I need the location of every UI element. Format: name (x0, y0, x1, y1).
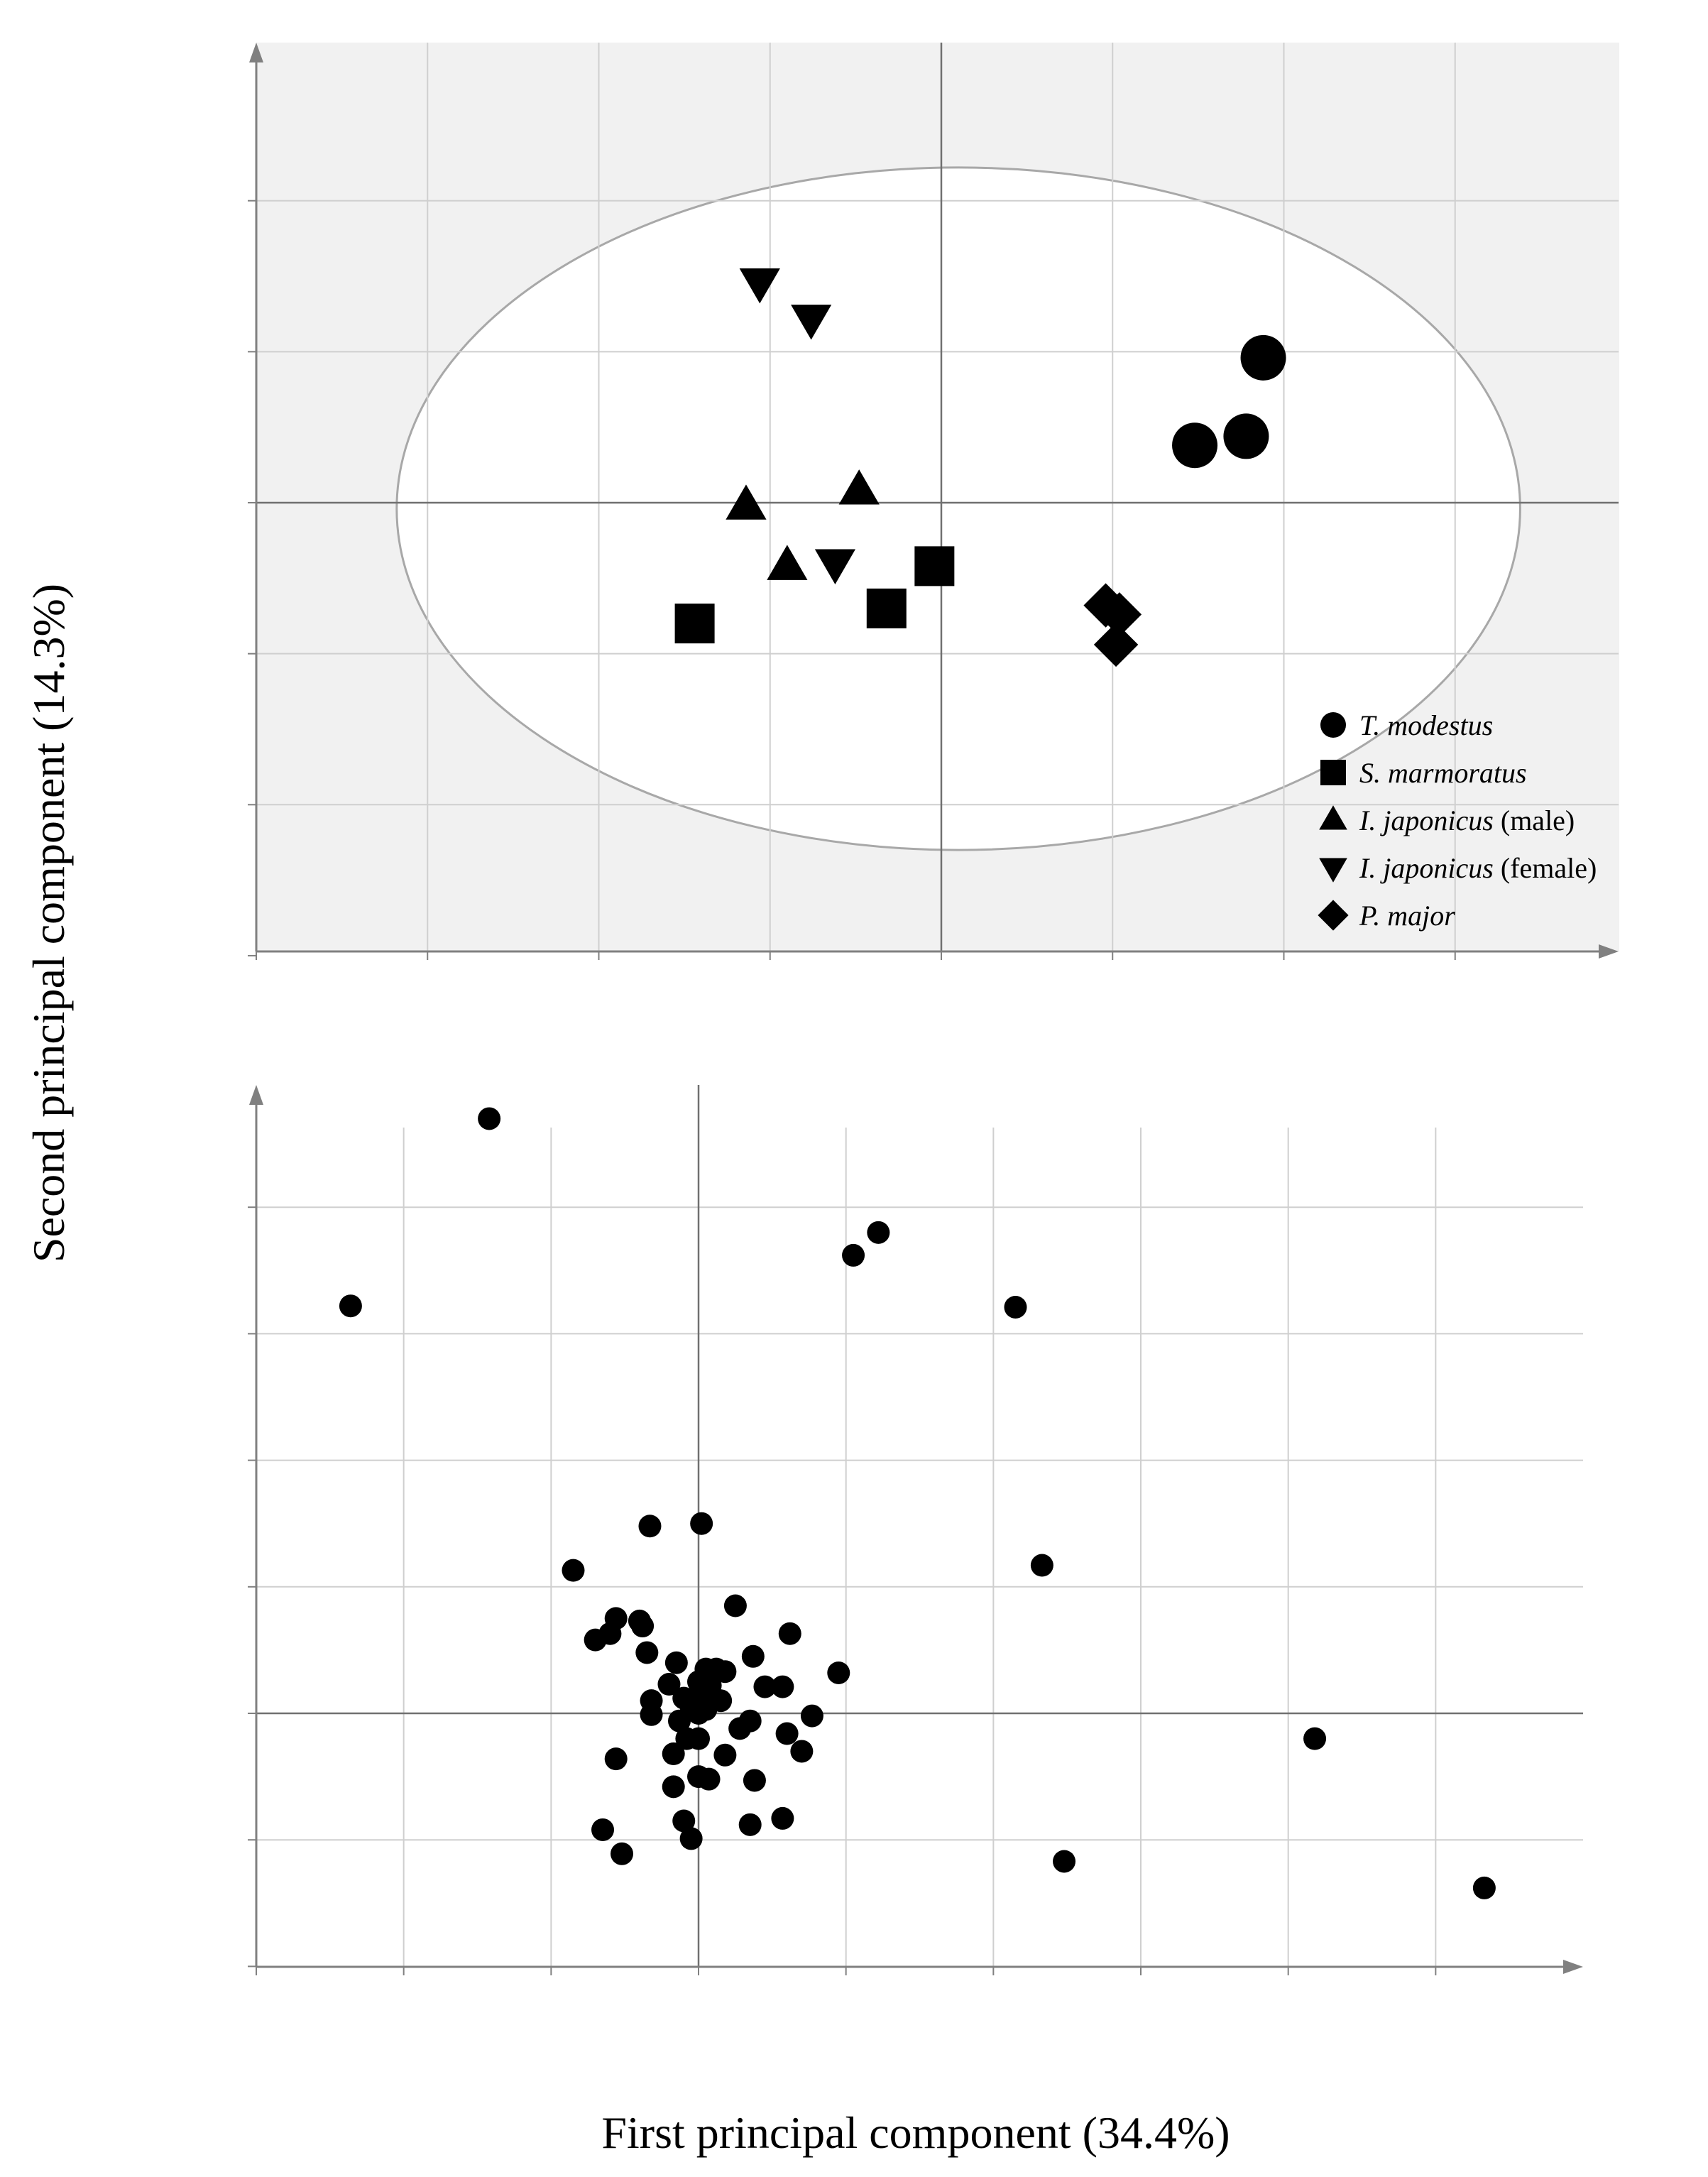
variable-point (591, 1818, 615, 1841)
variable-point (635, 1641, 659, 1664)
variable-point (713, 1743, 737, 1767)
data-point-square (866, 588, 907, 628)
legend-marker-circle (1320, 712, 1346, 738)
variable-point (631, 1615, 655, 1638)
confidence-ellipse (395, 166, 1521, 851)
labeled-variable-point (1472, 1876, 1496, 1899)
y-axis-arrow (249, 1085, 263, 1105)
legend-entry: P. major (1359, 900, 1455, 932)
variable-point (687, 1727, 711, 1750)
variable-point (662, 1775, 685, 1799)
data-point-triangle-up (767, 545, 808, 580)
variable-point (713, 1660, 737, 1684)
variable-point (668, 1709, 691, 1733)
labeled-variable-point (1004, 1295, 1027, 1319)
legend-marker-square (1320, 760, 1346, 785)
data-point-square (914, 546, 955, 586)
variable-point (775, 1722, 799, 1745)
legend-entry: S. marmoratus (1359, 757, 1527, 789)
labeled-variable-point (867, 1221, 890, 1244)
data-point-circle (1223, 413, 1269, 459)
variable-point (694, 1698, 718, 1721)
legend-species: S. marmoratus (1359, 757, 1527, 789)
variable-point (738, 1813, 762, 1836)
legend-marker-diamond (1318, 900, 1349, 931)
y-axis-title: Second principal component (14.3%) (23, 584, 74, 1262)
labeled-variable-point (478, 1107, 501, 1130)
variable-point (638, 1515, 662, 1538)
variable-point (790, 1740, 814, 1763)
variable-point (778, 1622, 801, 1645)
variable-point (753, 1675, 777, 1698)
legend-entry: I. japonicus (male) (1359, 804, 1575, 836)
labeled-variable-point (1030, 1554, 1053, 1577)
data-point-diamond (1093, 622, 1139, 667)
data-point-circle (1172, 422, 1218, 469)
legend-entry: T. modestus (1359, 709, 1493, 741)
data-point-triangle-down (814, 549, 856, 584)
y-axis-arrow (249, 43, 263, 62)
data-point-triangle-down (791, 305, 832, 340)
variable-point (800, 1704, 823, 1728)
panel-b-loading-plot (248, 1085, 1583, 1975)
variable-point (604, 1747, 628, 1771)
variable-point (827, 1661, 850, 1684)
variable-point (662, 1742, 685, 1766)
labeled-variable-point (1053, 1850, 1076, 1873)
data-point-triangle-down (739, 268, 780, 304)
data-point-circle (1240, 334, 1286, 381)
variable-point (771, 1806, 794, 1830)
legend: T. modestus S. marmoratus I. japonicus (ma… (1318, 709, 1597, 932)
data-point-square (674, 604, 715, 644)
legend-species: P. major (1359, 900, 1455, 932)
variable-point (723, 1594, 747, 1617)
x-axis-arrow (1599, 944, 1619, 959)
variable-point (657, 1673, 681, 1696)
data-point-diamond (1083, 583, 1128, 628)
data-point-triangle-up (838, 469, 880, 505)
variable-point (697, 1767, 721, 1791)
variable-point (562, 1559, 585, 1582)
variable-point (640, 1703, 663, 1726)
variable-point (771, 1675, 794, 1698)
x-axis-title: First principal component (34.4%) (601, 2107, 1230, 2158)
labeled-variable-point (339, 1294, 362, 1318)
data-point-triangle-up (726, 484, 767, 520)
variable-point (743, 1769, 766, 1792)
legend-marker-triangle-down (1319, 858, 1347, 883)
variable-point (741, 1644, 765, 1668)
x-axis-arrow (1563, 1960, 1583, 1974)
legend-extra: (male) (1494, 804, 1575, 836)
labeled-variable-point (1303, 1727, 1327, 1750)
legend-species: I. japonicus (1359, 852, 1494, 884)
variable-point (611, 1842, 634, 1865)
variable-point (728, 1717, 752, 1740)
legend-marker-triangle-up (1319, 805, 1347, 830)
variable-point (679, 1827, 703, 1850)
variable-point (584, 1628, 607, 1652)
labeled-variable-point (842, 1243, 865, 1267)
legend-species: I. japonicus (1359, 804, 1494, 836)
legend-extra: (female) (1494, 852, 1597, 884)
legend-entry: I. japonicus (female) (1359, 852, 1597, 884)
variable-point (664, 1651, 688, 1674)
panel-a-score-plot: T. modestus S. marmoratus I. japonicus (ma… (248, 43, 1619, 960)
variable-point (690, 1512, 713, 1535)
legend-species: T. modestus (1359, 709, 1493, 741)
data-point-diamond (1097, 592, 1142, 637)
variable-point (672, 1809, 696, 1833)
